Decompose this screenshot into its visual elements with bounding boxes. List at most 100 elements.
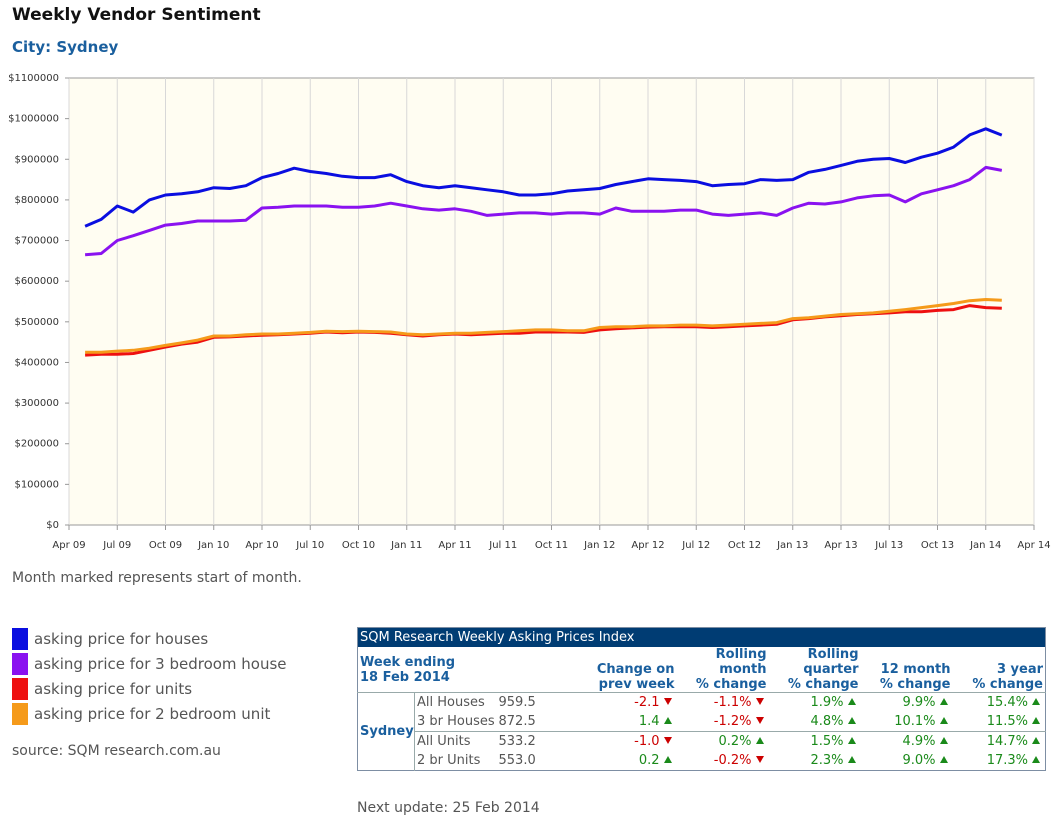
y-tick-label: $600000 bbox=[14, 276, 59, 287]
x-tick-label: Oct 11 bbox=[535, 540, 568, 551]
source: source: SQM research.com.au bbox=[12, 743, 221, 759]
change-cell: 2.3% bbox=[769, 751, 861, 771]
column-header-line: prev week bbox=[598, 677, 675, 692]
change-cell: 9.9% bbox=[861, 693, 953, 713]
arrow bbox=[939, 756, 948, 763]
type-cell: All Units bbox=[414, 731, 497, 751]
x-tick-label: Jan 13 bbox=[776, 540, 808, 551]
column-header-line: % change bbox=[787, 677, 859, 692]
change-arrow bbox=[755, 698, 764, 705]
legend-item: asking price for houses bbox=[12, 626, 287, 651]
legend-swatch bbox=[12, 677, 28, 700]
y-tick-label: $400000 bbox=[14, 357, 59, 368]
column-header-line: Rolling bbox=[715, 647, 767, 662]
chart: Apr 09 Jul 09 Oct 09 Jan 10 Apr 10 Jul 10 Oct … bbox=[8, 73, 1051, 551]
change-arrow bbox=[847, 737, 856, 744]
change-cell: 9.0% bbox=[861, 751, 953, 771]
table-row: Sydney All Houses 959.5 -2.1 -1.1% 1.9% 9.9% 15… bbox=[357, 692, 1046, 771]
change-cell: 1.5% bbox=[768, 731, 861, 751]
change-value: 1.5% bbox=[810, 734, 844, 749]
line-series bbox=[84, 127, 1003, 228]
week-date: 18 Feb 2014 bbox=[360, 669, 450, 685]
change-cell: 15.4% bbox=[953, 693, 1046, 713]
arrow bbox=[1032, 698, 1040, 705]
type-cell: 3 br Houses bbox=[417, 714, 495, 729]
column-header: Rolling quarter% change bbox=[768, 647, 861, 693]
arrow bbox=[1032, 717, 1040, 724]
change-value: 2.3% bbox=[810, 753, 844, 768]
legend-item: asking price for 3 bedroom house bbox=[12, 651, 287, 676]
change-cell: 4.8% bbox=[769, 712, 861, 732]
arrow bbox=[755, 717, 764, 724]
legend-swatch bbox=[12, 627, 28, 650]
change-arrow bbox=[1032, 756, 1040, 763]
y-tick-label: $200000 bbox=[14, 439, 59, 450]
legend-label: asking price for 2 bedroom unit bbox=[34, 704, 271, 723]
arrow bbox=[1032, 737, 1040, 744]
change-cell: 11.5% bbox=[953, 712, 1046, 732]
y-tick-label: $0 bbox=[46, 520, 59, 531]
x-tick-label: Jul 11 bbox=[488, 540, 517, 551]
change-arrow bbox=[663, 756, 672, 763]
x-tick-label: Apr 10 bbox=[245, 540, 278, 551]
legend-item: asking price for units bbox=[12, 676, 287, 701]
legend-swatch bbox=[12, 702, 28, 725]
y-tick-label: $100000 bbox=[14, 479, 59, 490]
change-value: 11.5% bbox=[986, 714, 1028, 729]
x-tick-label: Jan 11 bbox=[390, 540, 422, 551]
change-arrow bbox=[847, 717, 856, 724]
change-value: 17.3% bbox=[986, 753, 1028, 768]
arrow bbox=[663, 698, 672, 705]
title: Weekly Vendor Sentiment bbox=[12, 5, 261, 25]
arrow bbox=[847, 756, 856, 763]
x-tick-label: Apr 11 bbox=[438, 540, 471, 551]
x-tick-label: Jul 09 bbox=[102, 540, 131, 551]
column-header-line: Rolling bbox=[807, 647, 859, 662]
column-header-line: quarter bbox=[803, 662, 859, 677]
y-tick-label: $700000 bbox=[14, 236, 59, 247]
column-header-line: 12 month bbox=[880, 662, 951, 677]
change-cell: -1.0 bbox=[556, 731, 677, 751]
change-cell: 0.2% bbox=[676, 731, 769, 751]
column-header-line: % change bbox=[695, 677, 767, 692]
city-cell: Sydney bbox=[357, 692, 415, 771]
value-cell: 872.5 bbox=[498, 714, 536, 729]
change-arrow bbox=[939, 717, 948, 724]
change-arrow bbox=[663, 717, 672, 724]
subtitle: City: Sydney bbox=[12, 38, 119, 56]
type-cell: All Houses bbox=[417, 695, 485, 710]
change-cell: 14.7% bbox=[952, 731, 1046, 751]
column-header: Change on prev week bbox=[556, 647, 677, 693]
change-arrow bbox=[847, 756, 856, 763]
table-header-row: Week ending 18 Feb 2014 Change on prev week… bbox=[357, 647, 1046, 693]
change-arrow bbox=[939, 698, 948, 705]
legend-item: asking price for 2 bedroom unit bbox=[12, 701, 287, 726]
change-value: -1.0 bbox=[634, 734, 660, 749]
arrow bbox=[663, 717, 672, 724]
column-header-line: % change bbox=[972, 677, 1043, 692]
legend: asking price for houses asking price for … bbox=[12, 626, 287, 726]
legend-swatch bbox=[12, 652, 28, 675]
x-tick-label: Apr 09 bbox=[52, 540, 85, 551]
arrow bbox=[755, 737, 764, 744]
y-tick-label: $1000000 bbox=[8, 114, 59, 125]
change-cell: -0.2% bbox=[677, 751, 769, 771]
y-tick-label: $500000 bbox=[14, 317, 59, 328]
arrow bbox=[663, 737, 672, 744]
note: Month marked represents start of month. bbox=[12, 570, 302, 586]
change-value: 9.9% bbox=[902, 695, 936, 710]
change-value: 9.0% bbox=[902, 753, 936, 768]
change-cell: -1.2% bbox=[677, 712, 769, 732]
change-value: 1.9% bbox=[810, 695, 844, 710]
line-series bbox=[85, 298, 1002, 354]
week-cell: Week ending 18 Feb 2014 bbox=[357, 647, 557, 693]
change-value: 15.4% bbox=[986, 695, 1028, 710]
change-cell: 1.4 bbox=[557, 712, 677, 732]
arrow bbox=[939, 698, 948, 705]
change-cell: -2.1 bbox=[557, 693, 677, 713]
change-arrow bbox=[663, 698, 672, 705]
change-arrow bbox=[1032, 717, 1040, 724]
arrow bbox=[847, 717, 856, 724]
arrow bbox=[939, 717, 948, 724]
column-header-line: 3 year bbox=[996, 662, 1043, 677]
